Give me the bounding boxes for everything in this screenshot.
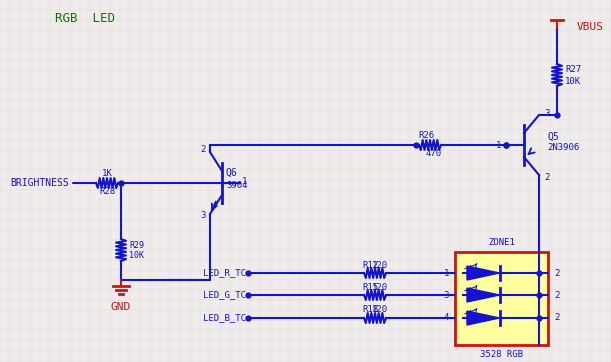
Polygon shape	[467, 311, 500, 325]
Text: 3904: 3904	[226, 181, 247, 189]
Text: 10K: 10K	[565, 76, 581, 85]
Text: R27: R27	[565, 64, 581, 73]
Text: 120: 120	[372, 282, 388, 291]
Text: 3: 3	[444, 290, 449, 299]
Text: VBUS: VBUS	[577, 22, 604, 32]
Text: GND: GND	[111, 302, 131, 312]
Text: R12: R12	[362, 261, 378, 269]
Bar	[455, 252, 548, 345]
Text: R26: R26	[418, 131, 434, 140]
Text: 470: 470	[426, 150, 442, 159]
Text: LED_R_TC: LED_R_TC	[203, 269, 246, 278]
Text: 2: 2	[200, 146, 206, 155]
Text: R15: R15	[362, 282, 378, 291]
Text: 3: 3	[544, 109, 549, 118]
Text: ZONE1: ZONE1	[488, 238, 515, 247]
Text: 3: 3	[200, 211, 206, 220]
Text: RGB  LED: RGB LED	[55, 12, 115, 25]
Text: 2: 2	[554, 290, 560, 299]
Text: R29: R29	[129, 241, 144, 251]
Text: 1: 1	[242, 177, 247, 185]
Text: Q5: Q5	[547, 132, 558, 142]
Text: 2: 2	[554, 269, 560, 278]
Text: 1K: 1K	[101, 169, 112, 178]
Text: R28: R28	[99, 188, 115, 197]
Text: 2N3906: 2N3906	[547, 143, 579, 152]
Text: LED_G_TC: LED_G_TC	[203, 290, 246, 299]
Text: 1: 1	[444, 269, 449, 278]
Text: 10K: 10K	[129, 252, 144, 261]
Polygon shape	[467, 288, 500, 302]
Text: BRIGHTNESS: BRIGHTNESS	[10, 178, 69, 188]
Text: 1: 1	[496, 140, 501, 150]
Text: 3528 RGB: 3528 RGB	[480, 350, 523, 359]
Text: 4: 4	[444, 313, 449, 323]
Text: LED_B_TC: LED_B_TC	[203, 313, 246, 323]
Text: 2: 2	[544, 173, 549, 181]
Text: R18: R18	[362, 306, 378, 315]
Text: 120: 120	[372, 306, 388, 315]
Text: 120: 120	[372, 261, 388, 269]
Text: 2: 2	[554, 313, 560, 323]
Text: Q6: Q6	[226, 168, 238, 178]
Polygon shape	[467, 266, 500, 280]
